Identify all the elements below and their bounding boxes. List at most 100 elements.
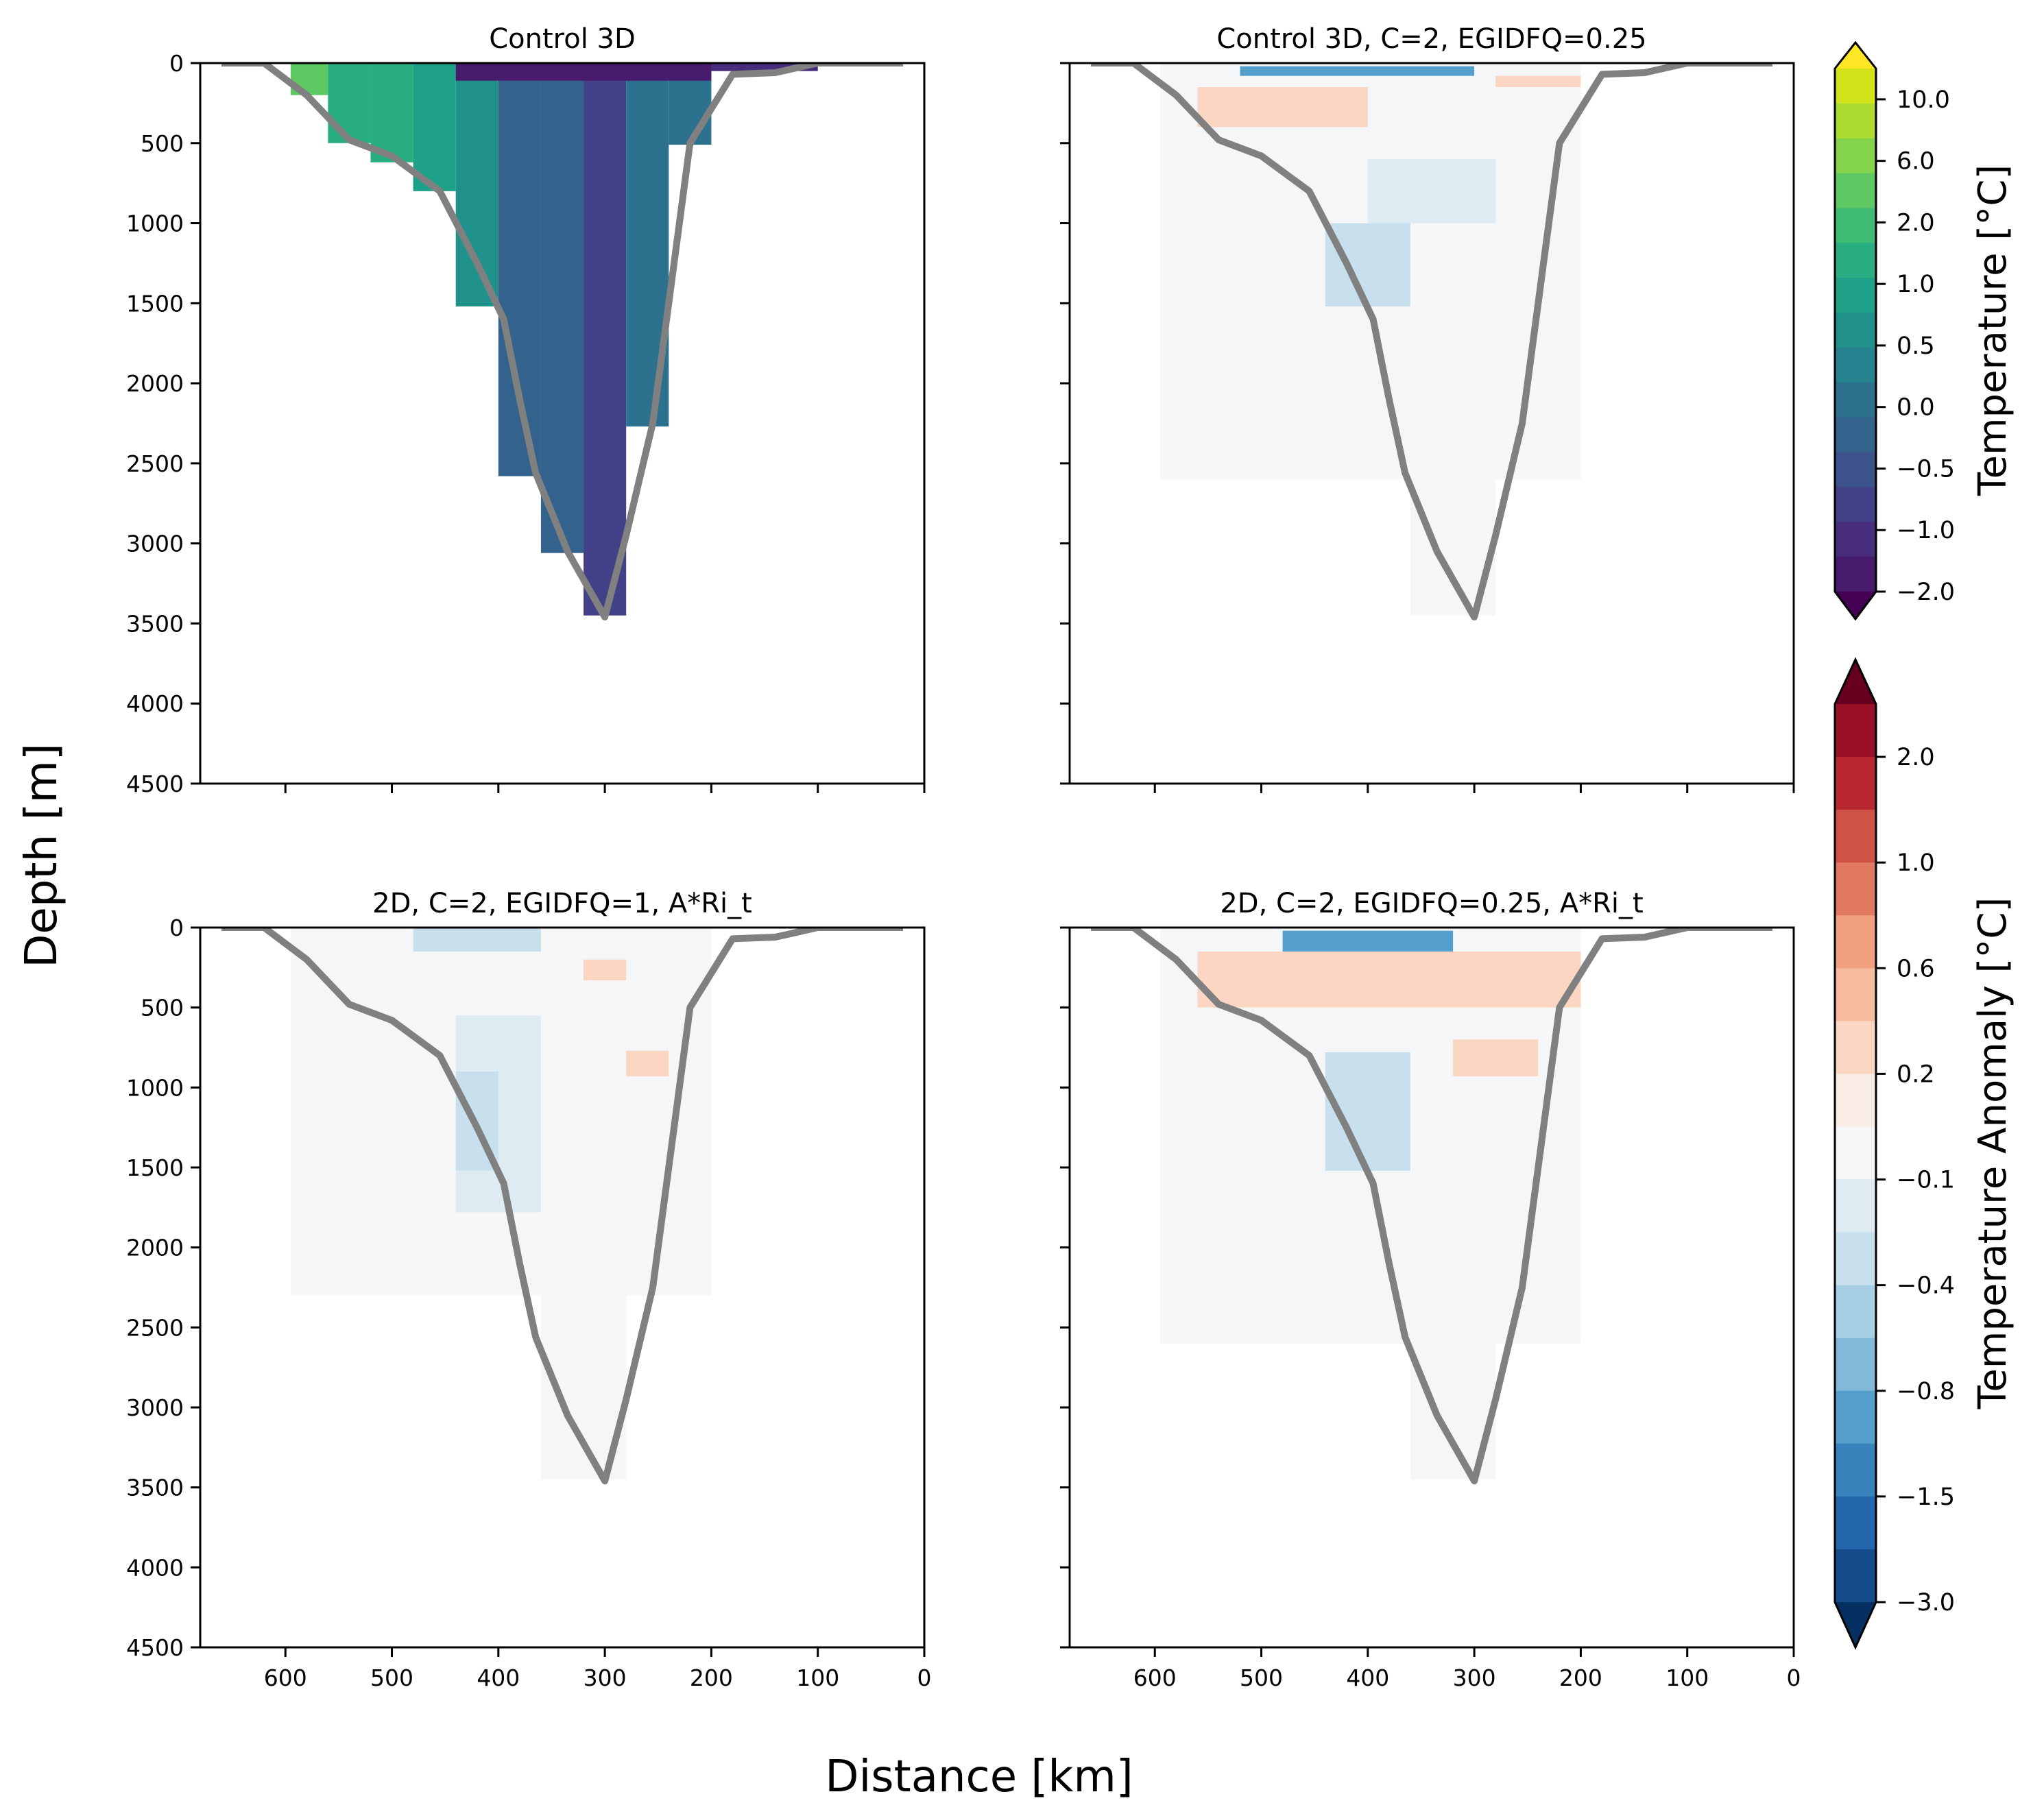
- x-tick-label: 400: [477, 1664, 520, 1691]
- x-tick-label: 600: [264, 1664, 307, 1691]
- colorbar-band: [1835, 1126, 1876, 1181]
- panel-title: 2D, C=2, EGIDFQ=0.25, A*Ri_t: [1220, 888, 1643, 919]
- colorbar-label: Temperature [°C]: [1971, 165, 2015, 496]
- colorbar-tick-label: −0.1: [1897, 1167, 1955, 1194]
- y-tick-label: 4000: [126, 1554, 184, 1581]
- panel-title: 2D, C=2, EGIDFQ=1, A*Ri_t: [372, 888, 752, 919]
- panel-title: Control 3D, C=2, EGIDFQ=0.25: [1216, 23, 1646, 55]
- y-tick-label: 1000: [126, 1074, 184, 1101]
- field-cell: [1495, 75, 1581, 88]
- colorbar-tick-label: −2.0: [1897, 579, 1955, 606]
- colorbar-band: [1835, 1337, 1876, 1392]
- colorbar-extend-top: [1835, 43, 1876, 69]
- x-tick-label: 200: [1559, 1664, 1602, 1691]
- y-tick-label: 2000: [126, 1235, 184, 1261]
- y-tick-label: 4000: [126, 690, 184, 717]
- colorbar-band: [1835, 138, 1876, 174]
- colorbar-label: Temperature Anomaly [°C]: [1971, 897, 2015, 1410]
- cells-group: [221, 63, 903, 621]
- panel-title: Control 3D: [489, 23, 636, 55]
- colorbar-band: [1835, 704, 1876, 758]
- field-cell: [1240, 66, 1475, 76]
- x-tick-label: 0: [1787, 1664, 1801, 1691]
- x-tick-label: 0: [917, 1664, 932, 1691]
- y-tick-label: 500: [141, 130, 184, 157]
- x-tick-label: 500: [370, 1664, 413, 1691]
- colorbar-band: [1835, 522, 1876, 557]
- colorbar-2: 2.0 1.0 0.6 0.2 −0.1 −0.4 −0.8 −1.5 −3.0 Temperat…: [1833, 657, 2015, 1650]
- field-cell: [584, 63, 627, 616]
- y-tick-label: 3500: [126, 610, 184, 637]
- field-cell: [455, 63, 712, 81]
- colorbar-band: [1835, 1021, 1876, 1074]
- x-tick-label: 200: [690, 1664, 733, 1691]
- colorbar-tick-label: −1.5: [1897, 1484, 1955, 1511]
- colorbar-band: [1835, 1496, 1876, 1550]
- colorbar-tick-label: −0.8: [1897, 1378, 1955, 1405]
- axes-frame: [1068, 62, 1795, 785]
- field-cell: [413, 63, 456, 191]
- bathymetry-line: [1091, 63, 1772, 621]
- field-cell: [584, 959, 627, 980]
- bathymetry-line: [1091, 928, 1772, 1485]
- field-cell: [1282, 930, 1454, 952]
- y-tick-label: 4500: [126, 1634, 184, 1661]
- colorbar-band: [1835, 1232, 1876, 1286]
- colorbar-band: [1835, 810, 1876, 863]
- colorbar-band: [1835, 557, 1876, 592]
- colorbar-tick-label: 1.0: [1897, 271, 1935, 298]
- y-tick-label: 3000: [126, 1394, 184, 1421]
- colorbar-band: [1835, 968, 1876, 1021]
- field-cell: [1325, 223, 1410, 307]
- colorbar-band: [1835, 208, 1876, 243]
- y-tick-label: 1000: [126, 210, 184, 237]
- colorbar-1: 10.0 6.0 2.0 1.0 0.5 0.0 −0.5 −1.0 −2.0 Temperatu…: [1833, 40, 2015, 621]
- colorbar-band: [1835, 278, 1876, 313]
- y-tick-label: 1500: [126, 290, 184, 317]
- y-tick-label: 2500: [126, 1314, 184, 1341]
- y-tick-label: 500: [141, 995, 184, 1021]
- field-cell: [1367, 159, 1496, 223]
- panel-2: Control 3D, C=2, EGIDFQ=0.25: [1060, 23, 1795, 793]
- field-cell: [1197, 87, 1368, 128]
- field-cell: [328, 63, 371, 143]
- colorbar-band: [1835, 382, 1876, 418]
- colorbar-tick-label: −3.0: [1897, 1589, 1955, 1617]
- colorbar-extend-bottom: [1835, 592, 1876, 619]
- x-tick-label: 300: [1453, 1664, 1496, 1691]
- y-tick-label: 0: [169, 50, 184, 77]
- y-tick-label: 3500: [126, 1475, 184, 1501]
- cells-group: [221, 928, 903, 1485]
- x-tick-label: 100: [796, 1664, 839, 1691]
- colorbar-band: [1835, 103, 1876, 139]
- colorbar-band: [1835, 1390, 1876, 1444]
- bathymetry-line: [221, 928, 903, 1485]
- colorbar-extend-bottom: [1835, 1602, 1876, 1647]
- colorbar-band: [1835, 417, 1876, 453]
- y-axis-label: Depth [m]: [16, 743, 67, 968]
- colorbars-group: 10.0 6.0 2.0 1.0 0.5 0.0 −0.5 −1.0 −2.0 Temperatu…: [1833, 40, 2015, 1650]
- field-cell: [711, 63, 818, 71]
- colorbar-tick-label: 0.0: [1897, 394, 1935, 422]
- bathymetry-line: [221, 63, 903, 621]
- x-axis-label: Distance [km]: [825, 1752, 1133, 1802]
- panel-1: Control 3D 0 500 1000 1500 2000 2500 3000 3500 40…: [126, 23, 926, 797]
- colorbar-band: [1835, 862, 1876, 916]
- axes-frame: [199, 62, 926, 785]
- axes-frame: [1068, 926, 1795, 1649]
- field-cell: [1453, 1039, 1539, 1076]
- x-tick-label: 500: [1240, 1664, 1283, 1691]
- colorbar-band: [1835, 1549, 1876, 1603]
- colorbar-band: [1835, 757, 1876, 810]
- colorbar-tick-label: −0.4: [1897, 1272, 1955, 1300]
- y-tick-label: 1500: [126, 1154, 184, 1181]
- colorbar-extend-top: [1835, 659, 1876, 704]
- panel-4: 2D, C=2, EGIDFQ=0.25, A*Ri_t 600 500 400 300…: [1060, 888, 1801, 1691]
- colorbar-band: [1835, 487, 1876, 522]
- colorbar-tick-label: 0.2: [1897, 1061, 1935, 1088]
- field-cell: [626, 1050, 669, 1076]
- field-cell: [413, 928, 541, 952]
- colorbar-band: [1835, 173, 1876, 208]
- y-tick-label: 4500: [126, 771, 184, 797]
